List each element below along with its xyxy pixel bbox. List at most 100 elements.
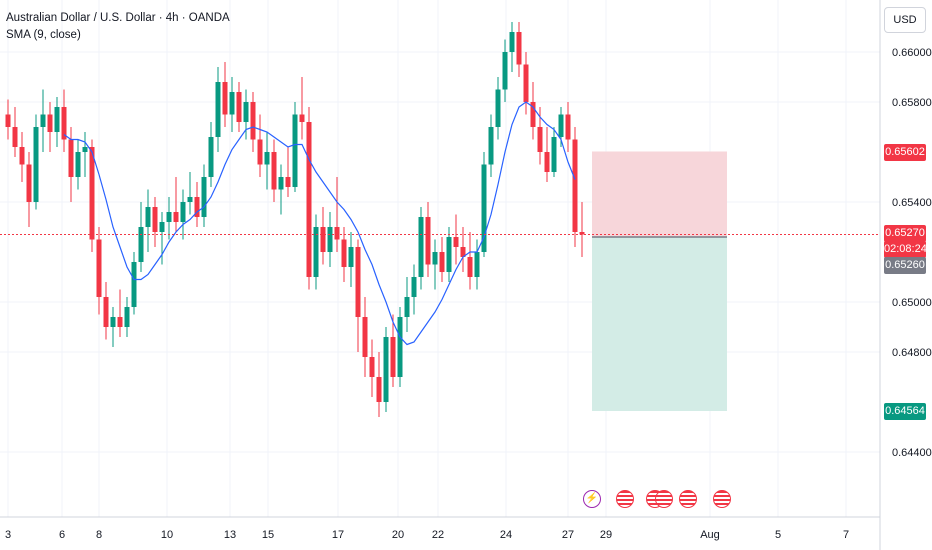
position-zones[interactable] <box>592 151 727 412</box>
candle-body <box>166 212 172 222</box>
candle-body <box>208 137 214 177</box>
candle-body <box>334 227 340 240</box>
candle-body <box>481 164 487 252</box>
candle-body <box>103 297 109 327</box>
candle-body <box>257 139 263 165</box>
candle-body <box>509 32 515 52</box>
x-tick-label: 22 <box>432 529 444 541</box>
y-tick-label: 0.66000 <box>892 47 932 59</box>
bar-countdown-tag: 02:08:24 <box>884 240 927 258</box>
sma-line <box>63 101 576 346</box>
candle-body <box>173 212 179 222</box>
x-tick-label: Aug <box>700 529 720 541</box>
candle-body <box>33 127 39 202</box>
candle-body <box>201 177 207 217</box>
stop-loss-zone <box>592 151 727 237</box>
current-price-tag: 0.65270 <box>884 224 926 242</box>
x-tick-label: 10 <box>161 529 173 541</box>
lightning-icon[interactable]: ⚡ <box>583 490 601 508</box>
candle-body <box>579 232 585 235</box>
candle-body <box>89 147 95 240</box>
candle-body <box>425 217 431 265</box>
x-tick-label: 20 <box>392 529 404 541</box>
candle-body <box>306 122 312 277</box>
candle-body <box>243 102 249 122</box>
candle-body <box>124 307 130 327</box>
candlestick-series <box>5 22 585 417</box>
candle-body <box>236 92 242 122</box>
stop-loss-price-tag: 0.65602 <box>884 143 926 161</box>
candle-body <box>537 127 543 152</box>
candle-body <box>159 222 165 232</box>
y-tick-label: 0.65400 <box>892 197 932 209</box>
candle-body <box>313 227 319 277</box>
x-tick-label: 8 <box>96 529 102 541</box>
candle-body <box>404 297 410 317</box>
x-tick-label: 27 <box>562 529 574 541</box>
candle-body <box>61 107 67 140</box>
candle-body <box>523 64 529 102</box>
candle-body <box>495 89 501 127</box>
candle-body <box>75 152 81 177</box>
candle-body <box>390 337 396 377</box>
candle-body <box>376 377 382 402</box>
candle-body <box>460 247 466 257</box>
indicator-label[interactable]: SMA (9, close) <box>6 29 81 41</box>
candle-body <box>572 139 578 232</box>
candle-body <box>565 114 571 140</box>
us-flag-icon[interactable] <box>655 490 673 508</box>
candle-body <box>264 152 270 165</box>
y-tick-label: 0.65800 <box>892 97 932 109</box>
candle-body <box>180 202 186 222</box>
x-tick-label: 3 <box>5 529 11 541</box>
candle-body <box>222 82 228 115</box>
candle-body <box>488 127 494 165</box>
x-tick-label: 15 <box>262 529 274 541</box>
candle-body <box>215 82 221 137</box>
candle-body <box>362 317 368 357</box>
candle-body <box>467 257 473 277</box>
candle-body <box>152 207 158 232</box>
take-profit-zone <box>592 237 727 411</box>
us-flag-icon[interactable] <box>713 490 731 508</box>
currency-button[interactable]: USD <box>884 7 926 33</box>
x-tick-label: 29 <box>600 529 612 541</box>
candle-body <box>47 114 53 132</box>
candle-body <box>292 114 298 187</box>
y-tick-label: 0.64800 <box>892 347 932 359</box>
us-flag-icon[interactable] <box>616 490 634 508</box>
candle-body <box>278 177 284 190</box>
x-tick-label: 7 <box>843 529 849 541</box>
candle-body <box>271 152 277 190</box>
candle-body <box>502 52 508 90</box>
candle-body <box>383 337 389 402</box>
candle-body <box>516 32 522 65</box>
candle-body <box>12 127 18 147</box>
candle-body <box>327 227 333 252</box>
candle-body <box>369 357 375 377</box>
candle-body <box>397 317 403 377</box>
candle-body <box>558 114 564 137</box>
candle-body <box>40 114 46 127</box>
candle-body <box>341 239 347 267</box>
candle-body <box>229 92 235 115</box>
take-profit-price-tag: 0.64564 <box>884 403 926 420</box>
entry-price-tag: 0.65260 <box>884 257 926 274</box>
candle-body <box>551 137 557 172</box>
candle-body <box>187 197 193 202</box>
candle-body <box>418 217 424 277</box>
candle-body <box>299 114 305 122</box>
candle-body <box>544 152 550 172</box>
us-flag-icon[interactable] <box>679 490 697 508</box>
candle-body <box>5 114 11 127</box>
candle-body <box>19 147 25 165</box>
candle-body <box>131 262 137 307</box>
candle-body <box>82 147 88 152</box>
chart-legend[interactable]: Australian Dollar / U.S. Dollar · 4h · O… <box>6 10 230 44</box>
symbol-title[interactable]: Australian Dollar / U.S. Dollar · 4h · O… <box>6 12 230 24</box>
candle-body <box>138 227 144 262</box>
candle-body <box>26 164 32 202</box>
candle-body <box>285 177 291 187</box>
